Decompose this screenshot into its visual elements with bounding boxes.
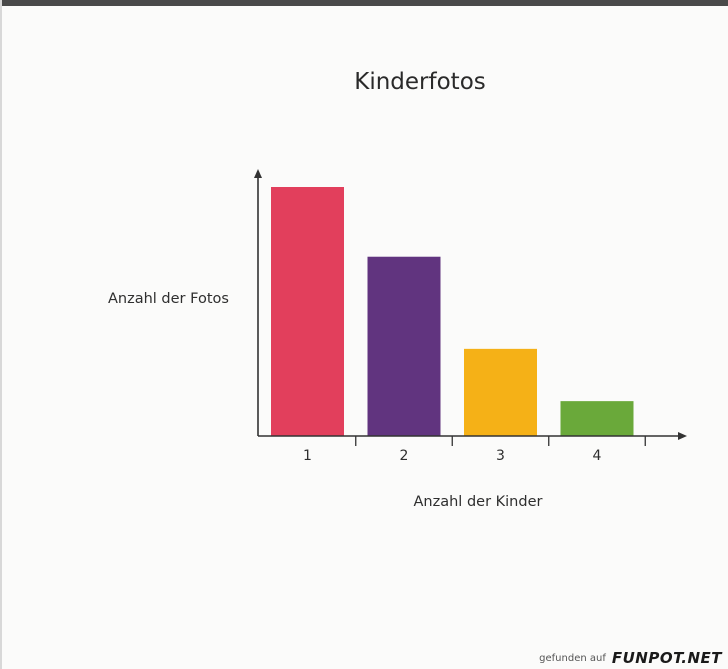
bar-2: [367, 256, 441, 436]
watermark-brand: FUNPOT.NET: [611, 649, 722, 667]
y-axis-label: Anzahl der Fotos: [108, 291, 229, 307]
x-tick-label-4: 4: [593, 448, 602, 464]
x-tick-label-1: 1: [303, 448, 312, 464]
left-page-edge: [0, 0, 2, 669]
x-ticks-group: 1 2 3 4: [303, 436, 646, 464]
x-tick-label-3: 3: [496, 448, 505, 464]
x-axis-label: Anzahl der Kinder: [414, 494, 543, 510]
chart-title: Kinderfotos: [354, 69, 486, 95]
watermark-prefix: gefunden auf: [539, 652, 606, 664]
bar-1: [271, 187, 344, 436]
bar-4: [560, 401, 634, 436]
top-scan-band: [0, 0, 728, 6]
bars-group: [271, 187, 634, 436]
watermark-footer: gefunden auf FUNPOT.NET: [539, 649, 722, 667]
bar-3: [464, 348, 537, 436]
x-tick-label-2: 2: [400, 448, 409, 464]
